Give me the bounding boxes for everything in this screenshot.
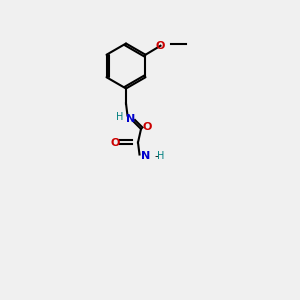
Text: N: N — [141, 151, 150, 161]
Text: O: O — [156, 41, 165, 51]
Text: H: H — [157, 151, 164, 161]
Text: O: O — [142, 122, 152, 133]
Text: -: - — [154, 151, 158, 161]
Text: N: N — [126, 113, 135, 124]
Text: H: H — [116, 112, 124, 122]
Text: O: O — [111, 137, 120, 148]
